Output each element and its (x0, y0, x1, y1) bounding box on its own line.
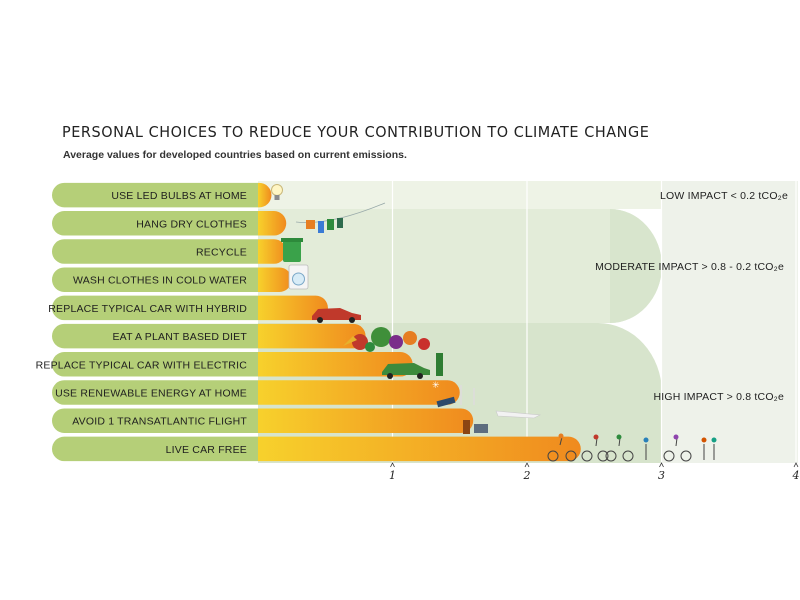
category-label: HANG DRY CLOTHES (136, 218, 247, 230)
bar (258, 239, 287, 264)
category-pill (52, 436, 258, 462)
moderate-bulge (610, 209, 662, 323)
tick-mark (659, 462, 664, 468)
category-pill (52, 323, 258, 349)
tick-label: 4 (792, 469, 800, 482)
vegetables-icon (343, 327, 430, 352)
category-label: REPLACE TYPICAL CAR WITH HYBRID (48, 303, 247, 315)
category-label: RECYCLE (196, 247, 247, 259)
impact-zones (258, 181, 798, 463)
category-label: EAT A PLANT BASED DIET (112, 331, 247, 343)
bar (258, 436, 581, 462)
category-pill (52, 211, 258, 236)
renewable-energy-icon: ✳ (432, 380, 475, 408)
category-labels: USE LED BULBS AT HOME HANG DRY CLOTHES REC… (36, 182, 258, 462)
bar (258, 380, 460, 405)
category-label: WASH CLOTHES IN COLD WATER (73, 275, 247, 287)
category-pill (52, 408, 258, 433)
bar (258, 267, 292, 292)
chart-title: PERSONAL CHOICES TO REDUCE YOUR CONTRIBU… (62, 123, 650, 141)
category-pill (52, 295, 258, 321)
chart-subtitle: Average values for developed countries b… (63, 149, 407, 161)
category-pill (52, 239, 258, 264)
tick-label: 1 (389, 469, 396, 482)
electric-car-icon (382, 353, 443, 379)
red-car-icon (312, 308, 361, 323)
bar (258, 323, 366, 349)
washing-machine-icon (288, 264, 309, 290)
bar (258, 211, 287, 236)
category-label: LIVE CAR FREE (166, 444, 247, 456)
bar (258, 352, 413, 377)
recycle-bin-icon (281, 238, 303, 262)
tick-label: 3 (658, 469, 665, 482)
category-pill (52, 267, 258, 292)
x-axis: 1 2 3 4 (389, 462, 800, 482)
right-panel (662, 181, 798, 463)
category-label: REPLACE TYPICAL CAR WITH ELECTRIC (36, 359, 248, 371)
high-impact-label: HIGH IMPACT > 0.8 tCO₂e (653, 391, 784, 403)
category-label: USE RENEWABLE ENERGY AT HOME (55, 388, 247, 400)
light-bulb-icon (271, 184, 283, 200)
bars (258, 182, 581, 462)
svg-text:✳: ✳ (432, 380, 440, 390)
tick-label: 2 (523, 469, 531, 482)
category-pill (52, 380, 258, 405)
bar (258, 295, 328, 321)
category-pill (52, 352, 258, 377)
category-label: USE LED BULBS AT HOME (111, 190, 247, 202)
tick-mark (524, 462, 530, 468)
moderate-impact-label: MODERATE IMPACT > 0.8 - 0.2 tCO₂e (595, 261, 784, 273)
clothesline-icon (295, 202, 386, 233)
category-pill (52, 182, 258, 208)
cyclists-icon (547, 433, 717, 462)
bar (258, 182, 272, 208)
tick-mark (793, 462, 799, 468)
tick-mark (390, 462, 395, 468)
category-label: AVOID 1 TRANSATLANTIC FLIGHT (72, 416, 247, 428)
low-impact-zone (258, 181, 662, 209)
moderate-impact-zone (258, 209, 662, 323)
bar (258, 408, 474, 433)
low-impact-label: LOW IMPACT < 0.2 tCO₂e (660, 190, 788, 202)
airplane-icon (463, 410, 542, 434)
